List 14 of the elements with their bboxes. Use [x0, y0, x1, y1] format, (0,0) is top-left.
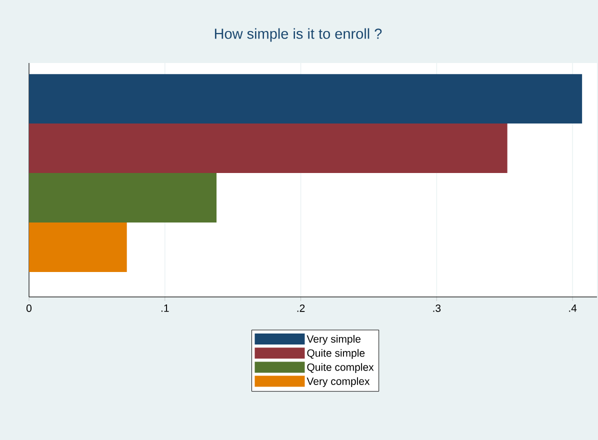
legend-label: Quite simple [307, 349, 365, 359]
legend-label: Quite complex [307, 363, 374, 373]
legend-label: Very simple [306, 334, 361, 345]
x-tick-label: .3 [433, 304, 441, 312]
x-tick-label: .2 [297, 304, 305, 312]
bar [29, 222, 127, 272]
bar [29, 173, 217, 223]
legend-label: Very complex [306, 377, 370, 388]
chart-title: How simple is it to enroll ? [214, 28, 382, 42]
bar [29, 74, 582, 124]
bar [29, 124, 508, 174]
x-tick-label: 0 [26, 304, 32, 312]
x-tick-label: .4 [569, 304, 577, 312]
x-tick-label: .1 [161, 304, 169, 312]
